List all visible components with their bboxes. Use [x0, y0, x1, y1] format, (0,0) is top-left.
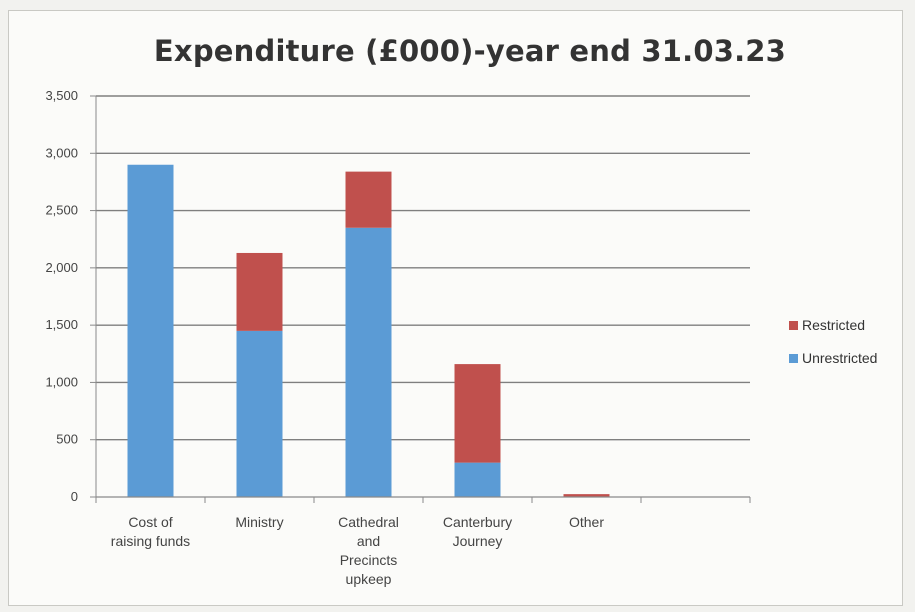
y-tick-label: 0	[71, 489, 78, 504]
x-category-label: Precincts	[340, 552, 398, 568]
x-category-label: upkeep	[346, 571, 392, 587]
x-category-label: Ministry	[235, 514, 283, 530]
legend-label-restricted: Restricted	[802, 317, 865, 333]
y-tick-label: 2,000	[45, 260, 78, 275]
y-tick-labels: 0 500 1,000 1,500 2,000 2,500 3,000 3,500	[45, 88, 96, 504]
x-category-label: Cathedral	[338, 514, 399, 530]
x-category-label: and	[357, 533, 380, 549]
x-category-label: Journey	[453, 533, 503, 549]
x-category-label: Canterbury	[443, 514, 512, 530]
y-tick-label: 3,500	[45, 88, 78, 103]
y-tick-label: 1,000	[45, 374, 78, 389]
bar-restricted-2	[345, 171, 392, 228]
x-category-labels: Cost of raising funds Ministry Cathedral and…	[111, 514, 605, 587]
y-tick-label: 1,500	[45, 317, 78, 332]
bar-unrestricted-2	[345, 227, 392, 497]
legend-swatch-restricted	[789, 321, 798, 330]
legend: Restricted Unrestricted	[789, 317, 877, 366]
bar-restricted-1	[236, 252, 283, 331]
y-tick-label: 3,000	[45, 145, 78, 160]
grid-lines	[96, 95, 750, 441]
bar-restricted-3	[454, 364, 501, 463]
y-tick-label: 500	[56, 432, 78, 447]
x-category-label: raising funds	[111, 533, 190, 549]
bar-unrestricted-3	[454, 462, 501, 497]
x-category-label: Other	[569, 514, 604, 530]
bar-restricted-4	[563, 494, 610, 497]
axes	[95, 96, 751, 503]
chart-title: Expenditure (£000)-year end 31.03.23	[153, 34, 787, 68]
legend-swatch-unrestricted	[789, 354, 798, 363]
bar-unrestricted-1	[236, 330, 283, 497]
bar-unrestricted-0	[127, 164, 174, 497]
y-tick-label: 2,500	[45, 203, 78, 218]
legend-label-unrestricted: Unrestricted	[802, 350, 877, 366]
x-category-label: Cost of	[128, 514, 172, 530]
bars	[127, 164, 610, 497]
